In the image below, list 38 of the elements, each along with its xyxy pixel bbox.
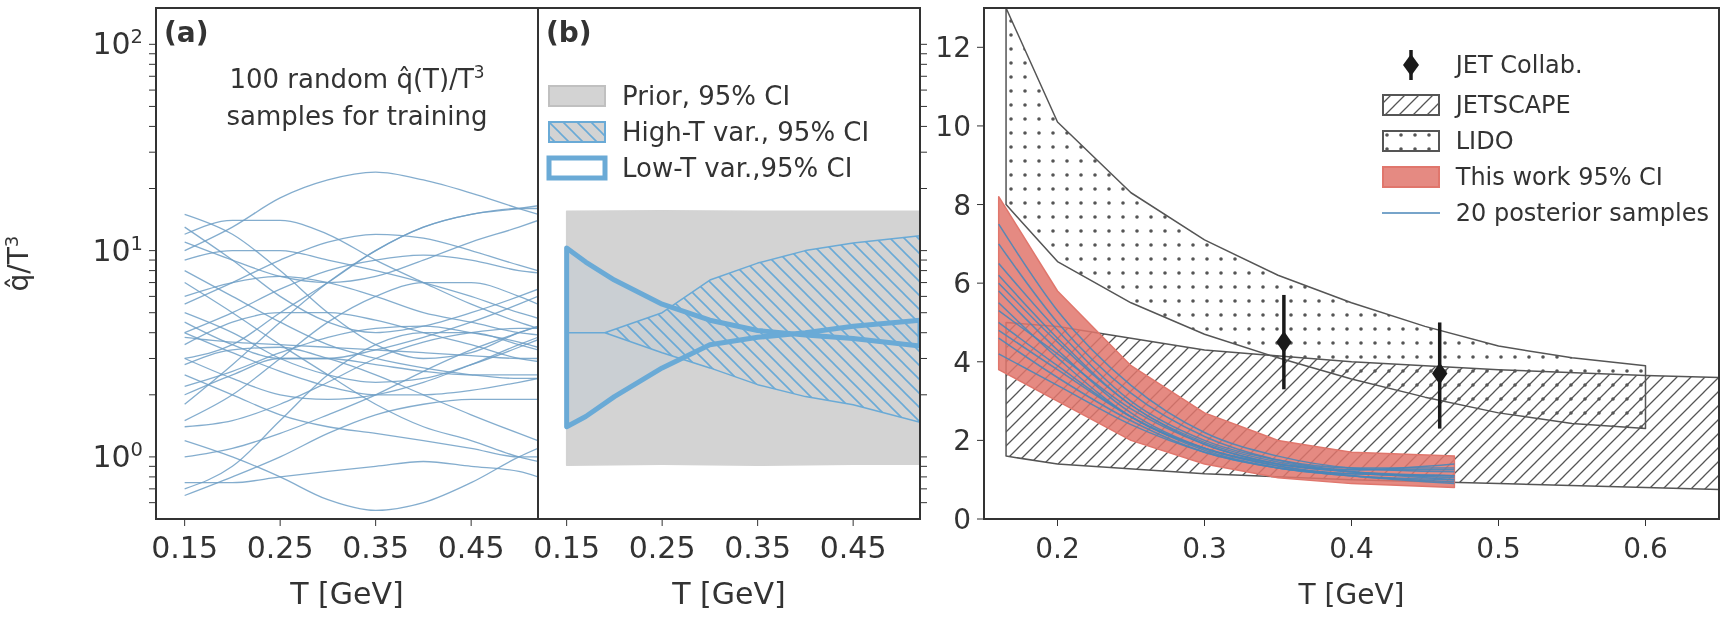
x-axis-title: T [GeV] (289, 576, 404, 611)
legend-label: 20 posterior samples (1455, 199, 1709, 227)
x-tick-label: 0.45 (819, 530, 887, 565)
x-tick-label: 0.5 (1476, 532, 1521, 565)
x-tick-label: 0.3 (1182, 532, 1227, 565)
annotation: samples for training (226, 101, 488, 131)
x-tick-label: 0.15 (151, 530, 219, 565)
x-tick-label: 0.25 (628, 530, 696, 565)
x-tick-label: 0.25 (246, 530, 314, 565)
x-axis-title: T [GeV] (671, 576, 786, 611)
y-tick-label: 8 (953, 188, 971, 222)
legend-label: Low-T var.,95% CI (622, 153, 853, 183)
x-tick-label: 0.4 (1329, 532, 1374, 565)
legend-label: LIDO (1455, 127, 1514, 155)
x-tick-label: 0.15 (533, 530, 601, 565)
y-tick-label: 10$^{0}$ (92, 437, 143, 474)
x-tick-label: 0.35 (724, 530, 792, 565)
legend-label: Prior, 95% CI (622, 81, 791, 111)
legend-label: JETSCAPE (1455, 91, 1571, 119)
x-tick-label: 0.2 (1035, 532, 1080, 565)
annotation: 100 random q̂(T)/T$^{3}$ (229, 62, 485, 94)
x-tick-label: 0.45 (437, 530, 505, 565)
x-tick-label: 0.35 (342, 530, 410, 565)
chart-title: (a) (164, 16, 209, 49)
y-tick-label: 10 (935, 109, 971, 143)
legend-label: High-T var., 95% CI (622, 117, 870, 147)
y-tick-label: 12 (935, 31, 971, 65)
y-tick-label: 2 (953, 424, 971, 458)
y-tick-label: 10$^{2}$ (92, 24, 143, 62)
y-tick-label: 10$^{1}$ (92, 231, 143, 268)
y-tick-label: 6 (953, 267, 971, 301)
y-tick-label: 0 (953, 503, 971, 536)
y-tick-label: 4 (953, 345, 971, 379)
x-tick-label: 0.6 (1623, 532, 1668, 565)
x-axis-title: T [GeV] (1297, 578, 1405, 611)
chart-title: (b) (546, 16, 592, 49)
legend-label: This work 95% CI (1455, 163, 1663, 191)
legend-label: JET Collab. (1455, 51, 1583, 79)
